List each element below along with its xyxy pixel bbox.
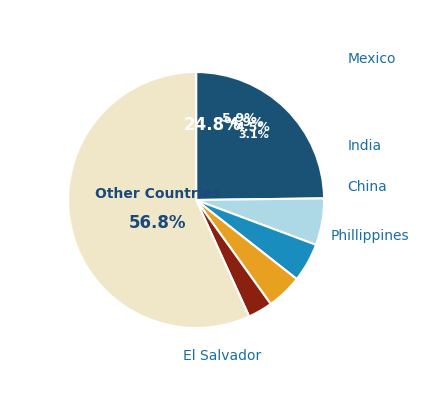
Text: China: China — [347, 180, 387, 194]
Text: Mexico: Mexico — [347, 52, 396, 66]
Text: Phillippines: Phillippines — [330, 229, 409, 243]
Wedge shape — [68, 72, 249, 328]
Wedge shape — [196, 200, 297, 304]
Text: 5.9%: 5.9% — [222, 112, 256, 125]
Text: 4.9%: 4.9% — [229, 116, 264, 129]
Text: India: India — [347, 139, 381, 153]
Text: 3.1%: 3.1% — [239, 130, 269, 140]
Wedge shape — [196, 200, 271, 316]
Text: 56.8%: 56.8% — [129, 214, 187, 232]
Text: Other Countries: Other Countries — [95, 187, 220, 201]
Wedge shape — [196, 198, 324, 245]
Wedge shape — [196, 200, 316, 279]
Text: El Salvador: El Salvador — [183, 349, 261, 363]
Text: 4.5%: 4.5% — [235, 121, 270, 134]
Wedge shape — [196, 72, 324, 200]
Text: 24.8%: 24.8% — [184, 116, 242, 134]
